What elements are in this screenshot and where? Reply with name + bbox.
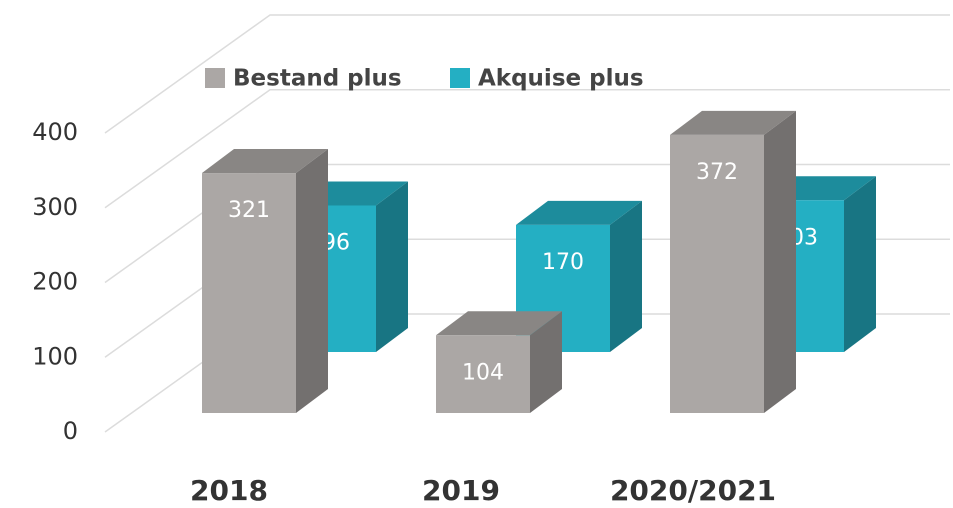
data-label: 170: [542, 250, 584, 275]
legend-label: Akquise plus: [478, 66, 644, 92]
y-tick-label: 100: [32, 342, 78, 370]
bar-side: [844, 176, 876, 352]
bar-top: [516, 200, 642, 225]
legend-swatch: [205, 68, 225, 88]
legend-swatch: [450, 68, 470, 88]
grid-line: [104, 89, 950, 209]
x-tick-label: 2019: [422, 474, 500, 507]
data-label: 321: [228, 198, 270, 223]
x-tick-label: 2020/2021: [610, 474, 776, 507]
bar-side: [530, 311, 562, 413]
y-tick-label: 300: [32, 193, 78, 221]
bar-side: [764, 110, 796, 414]
bar-top: [670, 110, 796, 135]
bar-side: [376, 181, 408, 352]
bar-side: [296, 149, 328, 414]
bar-top: [202, 149, 328, 174]
y-tick-label: 0: [63, 417, 78, 445]
y-tick-label: 200: [32, 268, 78, 296]
grid-line: [104, 14, 950, 134]
bar: [670, 134, 764, 413]
data-label: 104: [462, 360, 504, 385]
bar: [436, 335, 530, 413]
bar-side: [610, 200, 642, 352]
x-tick-label: 2018: [190, 474, 268, 507]
bar-top: [436, 311, 562, 336]
data-label: 372: [696, 160, 738, 185]
bar: [202, 173, 296, 413]
legend-label: Bestand plus: [233, 66, 402, 92]
y-tick-label: 400: [32, 118, 78, 146]
